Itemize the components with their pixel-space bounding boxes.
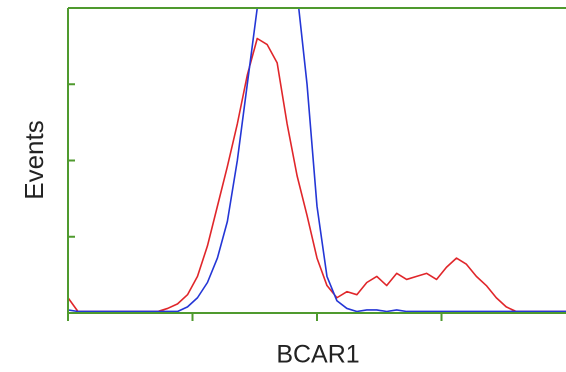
x-axis-label: BCAR1: [276, 341, 359, 369]
y-axis-label: Events: [19, 120, 49, 200]
series-line: [68, 8, 566, 313]
series-line: [68, 37, 566, 313]
plot-area: [67, 7, 566, 321]
